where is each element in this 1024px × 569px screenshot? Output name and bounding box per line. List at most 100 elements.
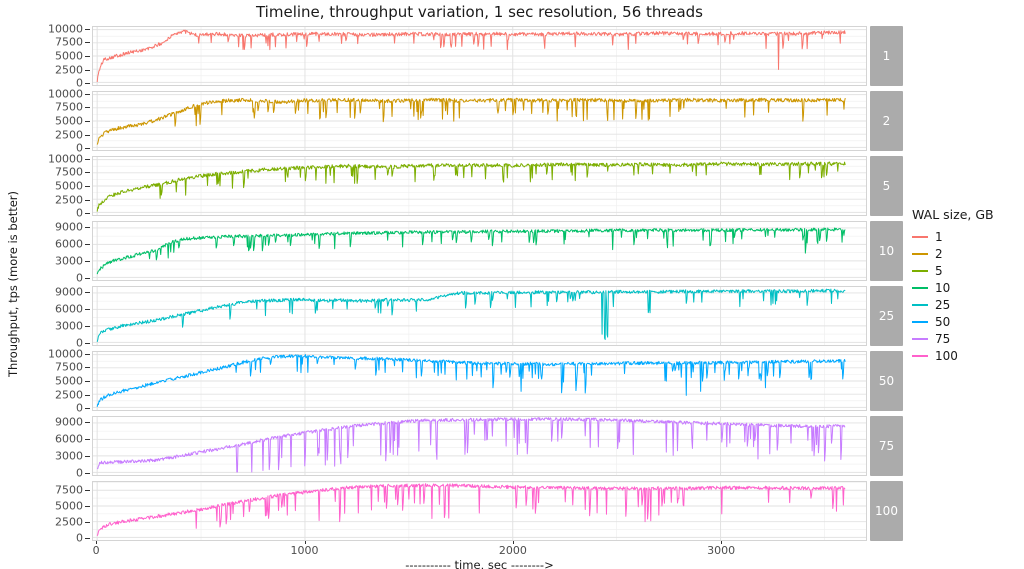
legend-key-line [912, 304, 928, 306]
y-tick-label: 10000 [48, 347, 83, 361]
panel-plot [93, 417, 866, 475]
x-tick-label: 3000 [707, 544, 736, 557]
legend-item: 2 [912, 246, 1024, 263]
y-tick-label: 0 [76, 466, 83, 480]
x-tick-mark [304, 541, 306, 544]
y-tick-label: 5000 [55, 49, 83, 63]
y-axis-ticks: 0 2500 5000 7500 10000 [6, 153, 92, 219]
y-tick-mark [85, 42, 90, 44]
throughput-line [96, 417, 846, 473]
y-tick-mark [85, 69, 90, 71]
facet-panel [92, 156, 867, 216]
y-tick-mark [85, 148, 90, 150]
y-tick-label: 3000 [55, 449, 83, 463]
panel-plot [93, 222, 866, 280]
y-tick-mark [85, 292, 90, 294]
legend-item-label: 1 [935, 230, 943, 244]
y-tick-label: 9000 [55, 220, 83, 234]
legend-item: 5 [912, 263, 1024, 280]
facet-row: 0 2500 5000 7500 10000 50 [6, 347, 903, 415]
y-tick-label: 6000 [55, 432, 83, 446]
y-tick-label: 5000 [55, 374, 83, 388]
y-tick-label: 2500 [55, 388, 83, 402]
y-tick-label: 5000 [55, 179, 83, 193]
y-tick-mark [85, 309, 90, 311]
y-tick-label: 0 [76, 271, 83, 285]
panel-plot [93, 27, 866, 85]
y-tick-mark [85, 439, 90, 441]
legend-title: WAL size, GB [912, 206, 994, 222]
legend-key-line [912, 270, 928, 272]
legend-item: 1 [912, 229, 1024, 246]
y-axis-ticks: 0 2500 5000 7500 [6, 481, 92, 544]
facet-row: 0 3000 6000 9000 25 [6, 286, 903, 350]
y-tick-mark [85, 394, 90, 396]
y-axis-title: Throughput, tps (more is better) [6, 190, 20, 377]
y-tick-mark [85, 353, 90, 355]
y-tick-mark [85, 278, 90, 280]
y-axis-ticks: 0 3000 6000 9000 [6, 286, 92, 350]
y-tick-label: 7500 [55, 165, 83, 179]
legend-key-line [912, 338, 928, 340]
legend-item-label: 10 [935, 281, 951, 295]
facet-strip-label: 100 [870, 481, 903, 541]
y-tick-mark [85, 456, 90, 458]
y-tick-mark [85, 522, 90, 524]
y-tick-label: 2500 [55, 128, 83, 142]
y-tick-label: 5000 [55, 499, 83, 513]
y-tick-mark [85, 83, 90, 85]
y-tick-label: 2500 [55, 63, 83, 77]
panel-plot [93, 482, 866, 540]
y-tick-mark [85, 93, 90, 95]
y-tick-mark [85, 343, 90, 345]
y-tick-label: 7500 [55, 100, 83, 114]
legend-item: 50 [912, 314, 1024, 331]
throughput-line [96, 227, 846, 275]
facet-row: 0 3000 6000 9000 75 [6, 415, 903, 480]
y-tick-mark [85, 158, 90, 160]
y-axis-ticks: 0 3000 6000 9000 [6, 220, 92, 285]
x-tick-mark [721, 541, 723, 544]
y-axis-ticks: 0 2500 5000 7500 10000 [6, 87, 92, 154]
y-tick-mark [85, 28, 90, 30]
facet-strip-label: 1 [870, 26, 903, 86]
legend-item-label: 100 [935, 349, 958, 363]
throughput-line [96, 97, 846, 145]
facet-row: 0 2500 5000 7500 100 [6, 481, 903, 544]
facet-panel [92, 26, 867, 86]
y-tick-mark [85, 134, 90, 136]
y-tick-mark [85, 172, 90, 174]
y-tick-mark [85, 107, 90, 109]
panel-plot [93, 157, 866, 215]
legend-item-label: 5 [935, 264, 943, 278]
x-tick-label: 0 [92, 544, 100, 557]
y-tick-label: 9000 [55, 415, 83, 429]
x-tick-mark [512, 541, 514, 544]
y-tick-mark [85, 505, 90, 507]
y-tick-label: 0 [76, 401, 83, 415]
facet-strip-label: 5 [870, 156, 903, 216]
panel-plot [93, 352, 866, 410]
legend-item-label: 50 [935, 315, 951, 329]
y-tick-label: 10000 [48, 22, 83, 36]
facet-strip-label: 10 [870, 221, 903, 281]
throughput-line [96, 483, 846, 536]
y-tick-mark [85, 186, 90, 187]
y-tick-label: 7500 [55, 483, 83, 497]
facet-panel [92, 91, 867, 151]
y-axis-ticks: 0 2500 5000 7500 10000 [6, 22, 92, 89]
legend-key-line [912, 287, 928, 289]
legend-item: 10 [912, 280, 1024, 297]
x-axis: 0 1000 2000 3000 [6, 541, 903, 557]
facet-row: 0 2500 5000 7500 10000 2 [6, 87, 903, 154]
legend-key-line [912, 236, 928, 238]
facet-strip-label: 75 [870, 416, 903, 476]
throughput-line [96, 161, 846, 212]
y-tick-label: 0 [76, 336, 83, 350]
y-tick-label: 6000 [55, 302, 83, 316]
facet-panel [92, 351, 867, 411]
x-tick-mark [96, 541, 98, 544]
facet-strip-label: 50 [870, 351, 903, 411]
y-tick-label: 10000 [48, 87, 83, 101]
